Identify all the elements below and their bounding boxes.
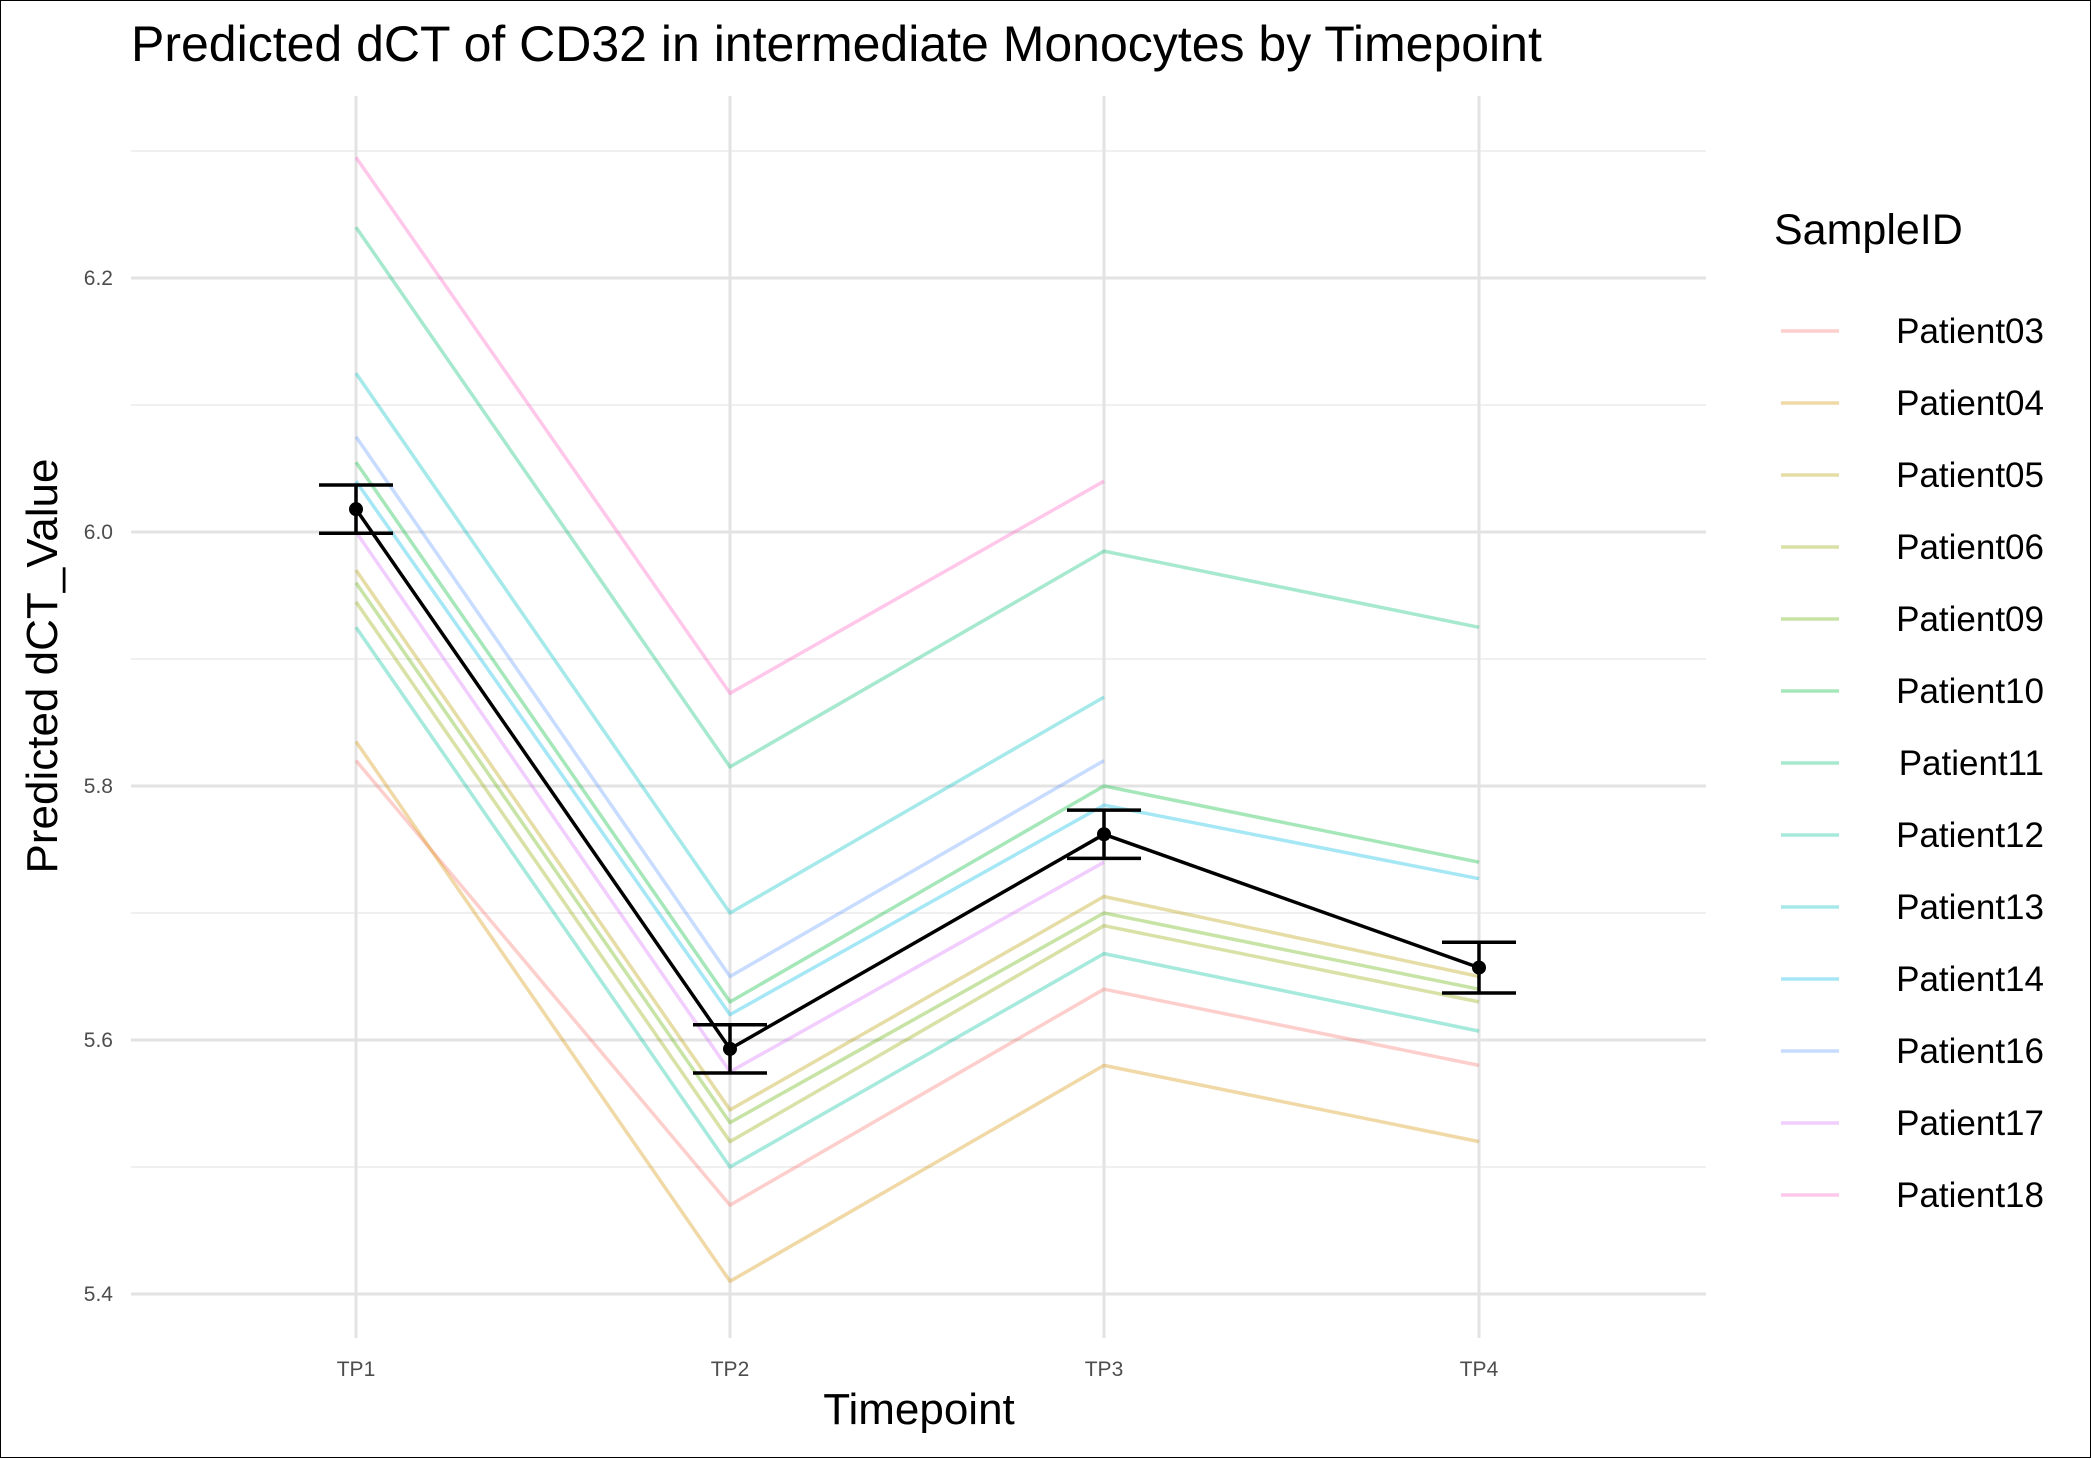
mean-with-error-bars bbox=[319, 483, 1516, 1075]
y-tick-label: 6.0 bbox=[84, 521, 113, 544]
series-line-patient06 bbox=[354, 600, 1480, 1144]
legend-label-patient06: Patient06 bbox=[1896, 528, 2044, 567]
legend-label-patient14: Patient14 bbox=[1896, 960, 2044, 999]
series-line-patient11 bbox=[354, 226, 1480, 769]
series-line-patient13 bbox=[354, 372, 1105, 915]
mean-point bbox=[1472, 960, 1486, 975]
legend-label-patient04: Patient04 bbox=[1896, 384, 2044, 423]
x-axis-title: Timepoint bbox=[823, 1385, 1015, 1434]
legend-label-patient17: Patient17 bbox=[1896, 1104, 2044, 1143]
legend-label-patient03: Patient03 bbox=[1896, 312, 2044, 351]
legend-label-patient13: Patient13 bbox=[1896, 888, 2044, 927]
series-line-patient10 bbox=[354, 461, 1480, 1004]
legend-label-patient10: Patient10 bbox=[1896, 672, 2044, 711]
legend-label-patient16: Patient16 bbox=[1896, 1032, 2044, 1071]
x-tick-label: TP2 bbox=[711, 1358, 750, 1381]
mean-line bbox=[354, 508, 1480, 1051]
mean-point bbox=[349, 502, 363, 517]
mean-point bbox=[1097, 827, 1111, 842]
y-axis-title: Predicted dCT_Value bbox=[18, 459, 67, 874]
x-axis-ticks: TP1 TP2 TP3 TP4 bbox=[337, 1358, 1499, 1381]
series-line-patient05 bbox=[354, 569, 1480, 1112]
legend: SampleID Patient03Patient04Patient05Pati… bbox=[1774, 206, 2044, 1215]
legend-label-patient05: Patient05 bbox=[1896, 456, 2044, 495]
y-axis-ticks: 5.4 5.6 5.8 6.0 6.2 bbox=[84, 267, 114, 1306]
y-tick-label: 5.6 bbox=[84, 1029, 113, 1052]
x-tick-label: TP4 bbox=[1460, 1358, 1499, 1381]
legend-title: SampleID bbox=[1774, 206, 1963, 254]
legend-label-patient09: Patient09 bbox=[1896, 600, 2044, 639]
series-line-patient16 bbox=[354, 435, 1105, 979]
y-tick-label: 5.4 bbox=[84, 1283, 114, 1306]
legend-label-patient18: Patient18 bbox=[1896, 1176, 2044, 1215]
series-line-patient12 bbox=[354, 626, 1480, 1169]
series-line-patient03 bbox=[354, 759, 1480, 1207]
series-line-patient14 bbox=[354, 480, 1480, 1017]
series-line-patient09 bbox=[354, 581, 1480, 1125]
y-tick-label: 5.8 bbox=[84, 775, 113, 798]
y-tick-label: 6.2 bbox=[84, 267, 113, 290]
plot-grid bbox=[131, 96, 1706, 1338]
chart-title: Predicted dCT of CD32 in intermediate Mo… bbox=[131, 16, 1542, 72]
mean-point bbox=[723, 1041, 737, 1056]
x-tick-label: TP1 bbox=[337, 1358, 376, 1381]
legend-label-patient12: Patient12 bbox=[1896, 816, 2044, 855]
series-line-patient04 bbox=[354, 740, 1480, 1284]
legend-label-patient11: Patient11 bbox=[1899, 744, 2044, 783]
series-lines bbox=[354, 156, 1480, 1284]
x-tick-label: TP3 bbox=[1085, 1358, 1124, 1381]
legend-items: Patient03 Patient04 Patient05 Patient06 Pati… bbox=[1781, 312, 2044, 1215]
series-line-patient18 bbox=[354, 156, 1105, 696]
